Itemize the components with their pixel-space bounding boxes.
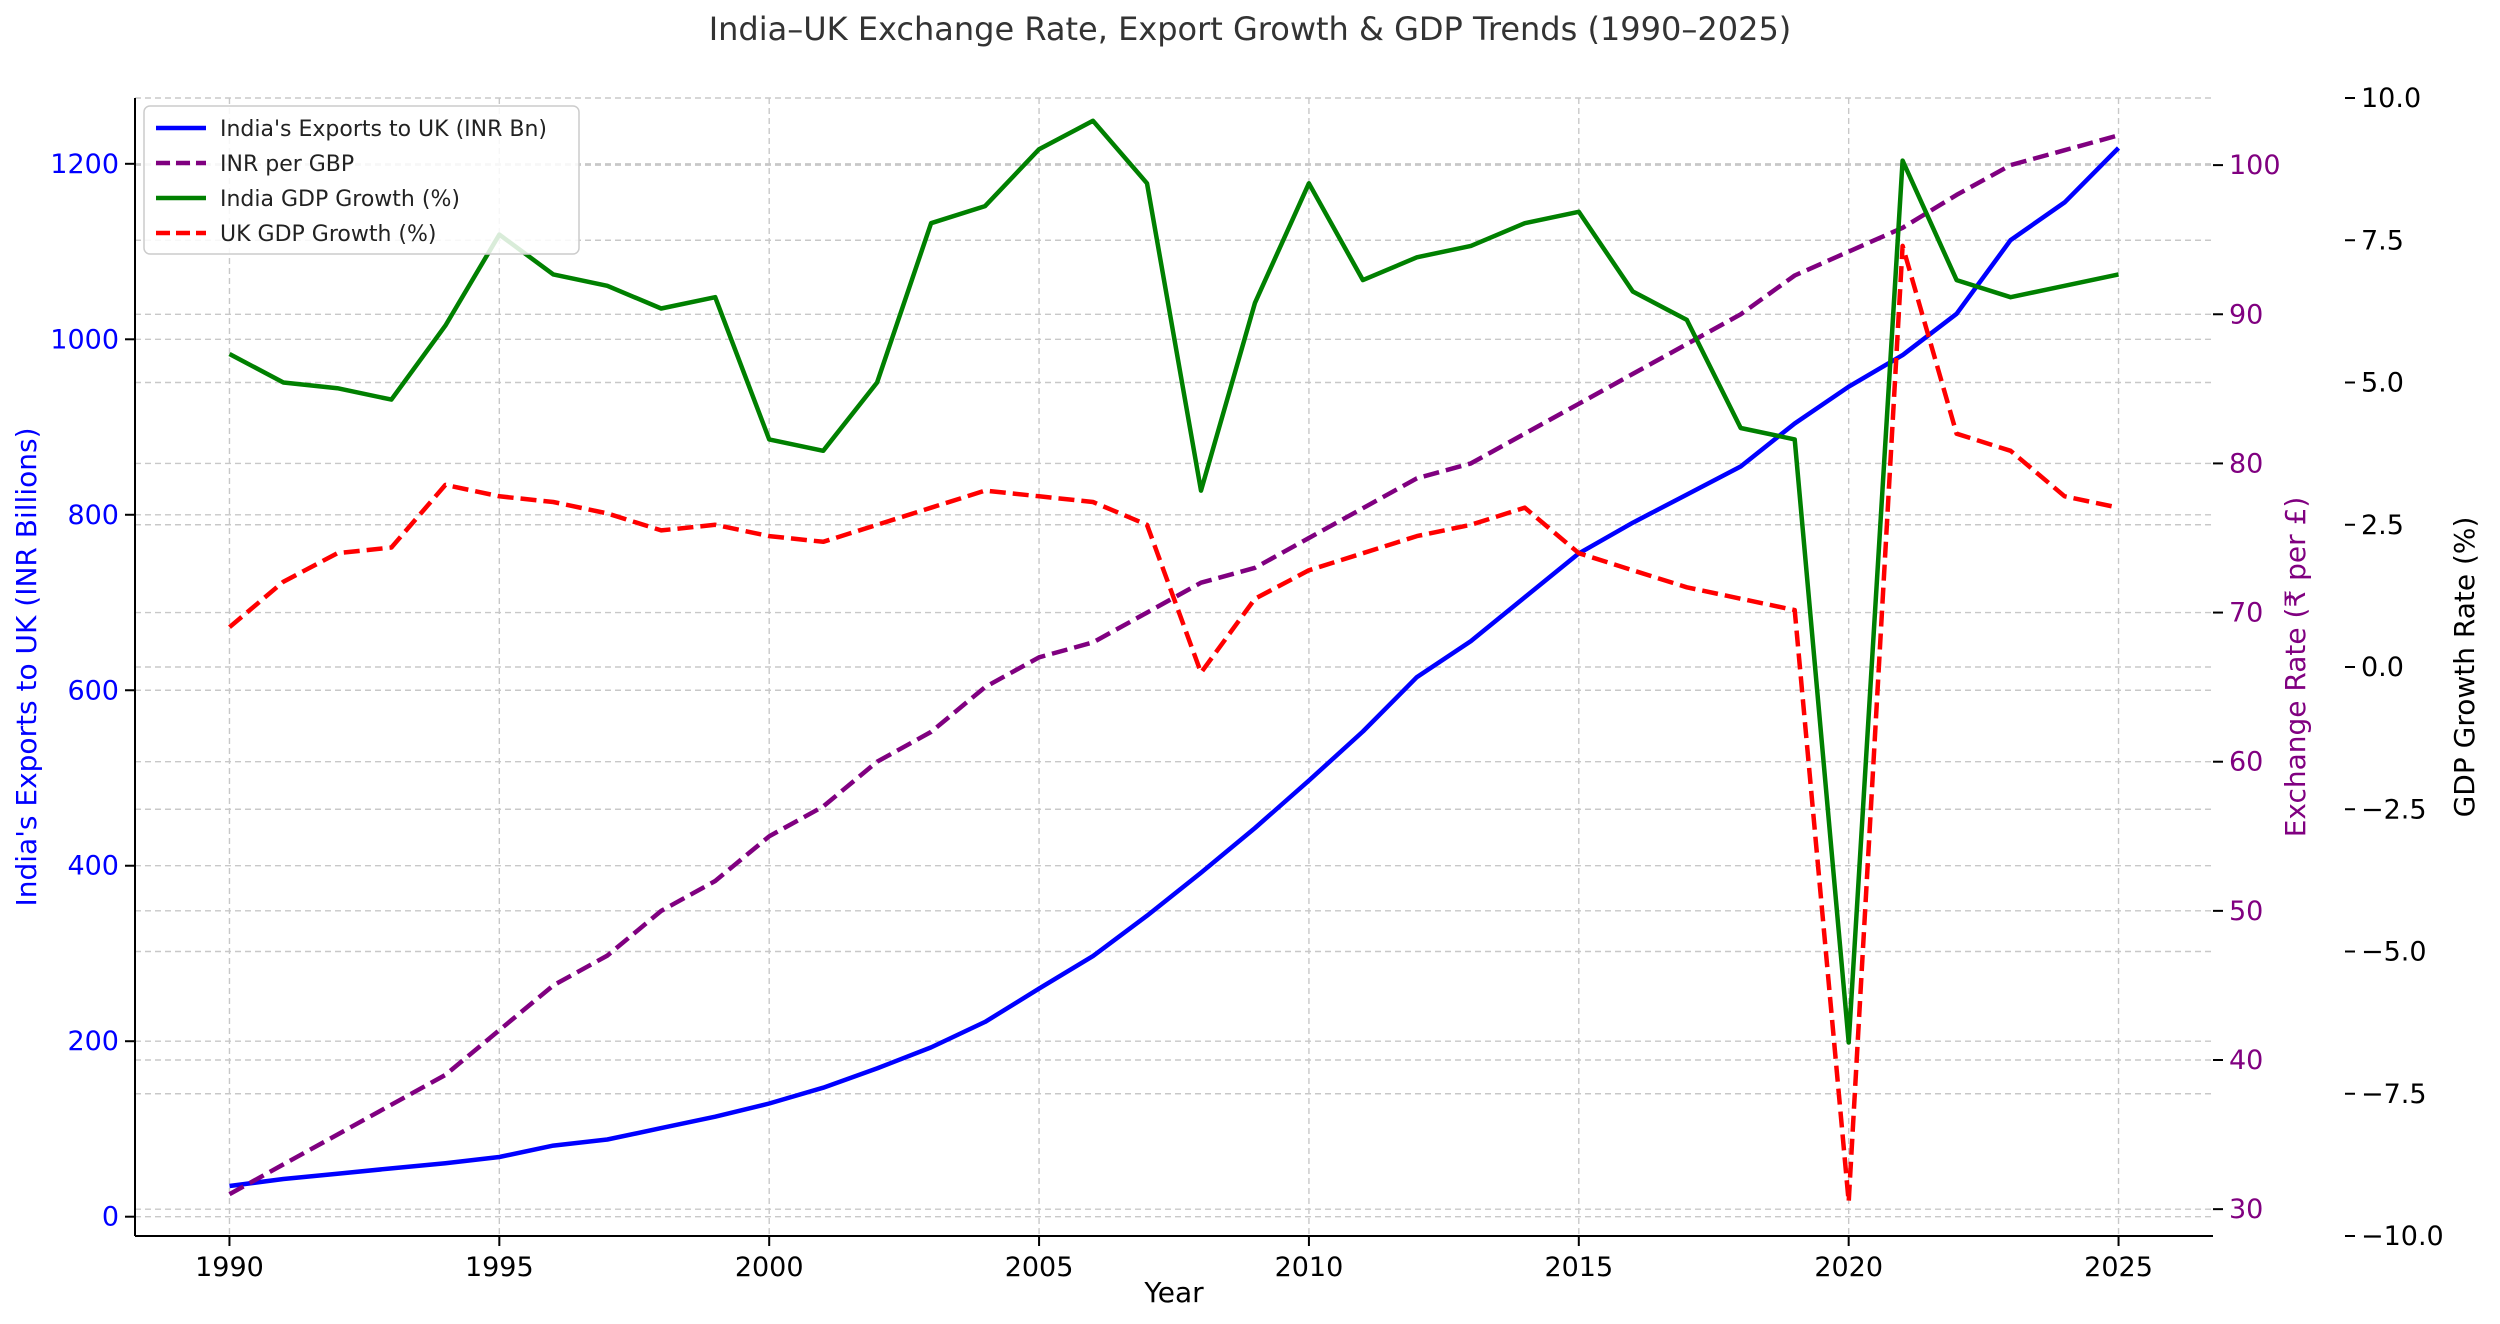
left-y-axis-label: India's Exports to UK (INR Billions) <box>10 427 43 906</box>
left-y-ticks: 0 200 400 600 800 1000 1200 <box>50 149 135 1233</box>
left-y-tick-label: 0 <box>102 1202 119 1233</box>
right2-y-tick-label: 10.0 <box>2361 83 2421 114</box>
right2-y-axis-label: GDP Growth Rate (%) <box>2448 517 2481 818</box>
x-ticks: 1990 1995 2000 2005 2010 2015 2020 2025 <box>195 1236 2153 1283</box>
right2-y-tick-label: 0.0 <box>2361 652 2404 683</box>
legend-box <box>143 105 580 255</box>
legend-label-2: INR per GBP <box>220 152 354 177</box>
left-y-tick-label: 1000 <box>50 324 119 355</box>
x-tick-label: 2015 <box>1544 1252 1613 1283</box>
legend-label-3: India GDP Growth (%) <box>220 187 460 212</box>
right2-y-tick-label: −5.0 <box>2361 937 2427 968</box>
left-y-tick-label: 800 <box>67 500 119 531</box>
legend-label-1: India's Exports to UK (INR Bn) <box>220 117 547 142</box>
right2-y-ticks: −10.0 −7.5 −5.0 −2.5 0.0 2.5 5.0 7.5 10.0 <box>2345 83 2444 1252</box>
right2-y-tick-label: −7.5 <box>2361 1079 2427 1110</box>
series-line-3 <box>228 118 2119 1045</box>
left-y-tick-label: 200 <box>67 1026 119 1057</box>
right1-y-tick-label: 40 <box>2229 1045 2263 1076</box>
series-layer <box>228 118 2121 1205</box>
x-tick-label: 2025 <box>2084 1252 2153 1283</box>
right1-y-tick-label: 70 <box>2229 598 2263 629</box>
x-tick-label: 2005 <box>1005 1252 1074 1283</box>
x-tick-label: 2000 <box>735 1252 804 1283</box>
right2-y-tick-label: 7.5 <box>2361 225 2404 256</box>
left-y-tick-label: 600 <box>67 675 119 706</box>
right2-y-tick-label: 5.0 <box>2361 368 2404 399</box>
series-line-1 <box>229 146 2121 1189</box>
chart-title: India–UK Exchange Rate, Export Growth & … <box>709 10 1792 48</box>
right1-y-axis-label: Exchange Rate (₹ per £) <box>2279 497 2312 838</box>
x-tick-label: 2010 <box>1275 1252 1344 1283</box>
x-axis-label: Year <box>1143 1276 1204 1309</box>
series-line-2 <box>228 133 2120 1197</box>
left-y-tick-label: 400 <box>67 851 119 882</box>
series-line-4 <box>228 243 2119 1205</box>
x-tick-label: 1990 <box>195 1252 264 1283</box>
right1-y-tick-label: 100 <box>2229 150 2281 181</box>
right1-y-tick-label: 60 <box>2229 747 2263 778</box>
right1-y-tick-label: 30 <box>2229 1194 2263 1225</box>
right2-y-tick-label: 2.5 <box>2361 510 2404 541</box>
legend: India's Exports to UK (INR Bn) INR per GB… <box>143 105 580 255</box>
legend-label-4: UK GDP Growth (%) <box>220 222 436 247</box>
x-tick-label: 1995 <box>465 1252 534 1283</box>
right1-y-tick-label: 80 <box>2229 448 2263 479</box>
x-tick-label: 2020 <box>1814 1252 1883 1283</box>
left-y-tick-label: 1200 <box>50 149 119 180</box>
right1-y-tick-label: 50 <box>2229 896 2263 927</box>
right1-y-tick-label: 90 <box>2229 299 2263 330</box>
right1-y-ticks: 30 40 50 60 70 80 90 100 <box>2213 150 2281 1225</box>
right2-y-tick-label: −10.0 <box>2361 1221 2444 1252</box>
right2-y-tick-label: −2.5 <box>2361 794 2427 825</box>
axes-layer <box>134 98 2213 1237</box>
